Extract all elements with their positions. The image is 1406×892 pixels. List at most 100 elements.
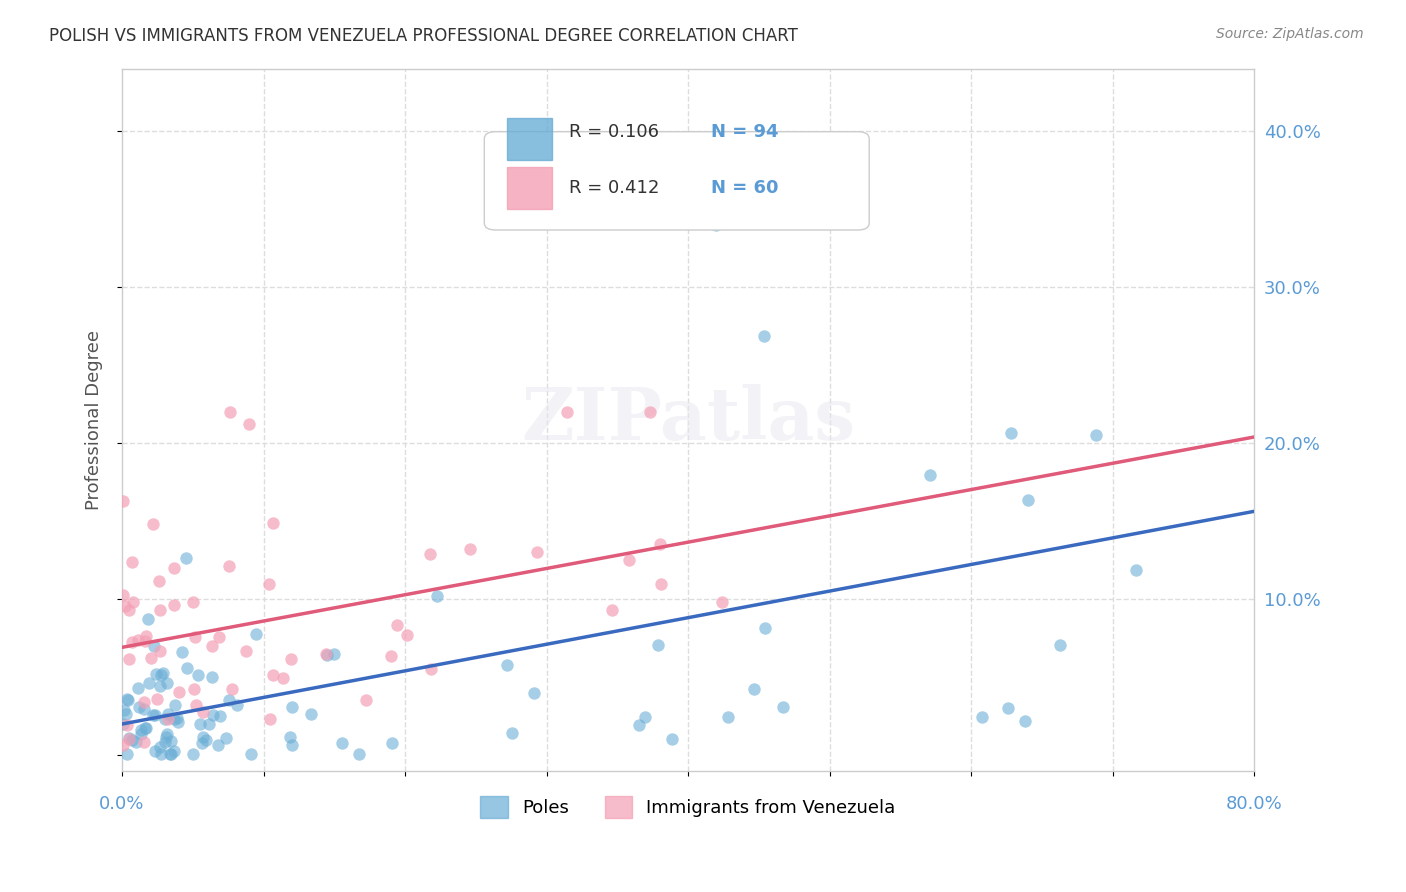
Bar [508,118,553,160]
Legend: Poles, Immigrants from Venezuela: Poles, Immigrants from Venezuela [474,789,903,825]
Poles [742,681,765,696]
Poles [125,735,148,749]
Poles [118,731,141,746]
Poles [523,686,546,700]
Immigrants from Venezuela [218,405,240,419]
Poles [149,679,172,693]
Immigrants from Venezuela [356,693,378,707]
Immigrants from Venezuela [259,712,281,726]
Poles [207,739,229,753]
Poles [627,718,650,732]
Poles [1084,428,1107,442]
Poles [218,692,240,706]
Immigrants from Venezuela [112,588,135,602]
Poles [201,670,224,684]
Immigrants from Venezuela [163,599,186,613]
Poles [281,738,304,752]
Poles [143,708,166,723]
Poles [280,700,302,714]
Poles [323,647,346,661]
Text: ZIPatlas: ZIPatlas [522,384,855,455]
Text: POLISH VS IMMIGRANTS FROM VENEZUELA PROFESSIONAL DEGREE CORRELATION CHART: POLISH VS IMMIGRANTS FROM VENEZUELA PROF… [49,27,799,45]
Poles [155,730,177,744]
Immigrants from Venezuela [149,603,172,617]
Y-axis label: Professional Degree: Professional Degree [86,330,103,509]
Immigrants from Venezuela [648,537,671,551]
Poles [134,721,156,735]
Immigrants from Venezuela [600,603,623,617]
Poles [117,747,139,761]
Text: R = 0.412: R = 0.412 [569,179,659,197]
Immigrants from Venezuela [122,595,145,609]
Immigrants from Venezuela [121,635,143,649]
Immigrants from Venezuela [163,561,186,575]
Poles [163,698,186,712]
Immigrants from Venezuela [380,649,402,664]
Poles [972,710,994,724]
Poles [112,716,135,731]
Poles [129,727,152,741]
Poles [121,733,143,747]
Poles [153,712,176,726]
Poles [201,708,224,723]
Poles [198,716,221,731]
Poles [347,747,370,761]
Immigrants from Venezuela [419,547,441,561]
Poles [214,731,236,746]
Immigrants from Venezuela [191,705,214,719]
Poles [187,668,209,682]
Text: 80.0%: 80.0% [1226,796,1282,814]
Immigrants from Venezuela [315,647,337,661]
Poles [159,747,181,761]
Immigrants from Venezuela [118,731,141,746]
Poles [661,731,683,746]
Poles [176,661,198,675]
Poles [115,692,138,706]
Immigrants from Venezuela [207,630,229,644]
Immigrants from Venezuela [235,644,257,658]
Poles [752,329,775,343]
Poles [634,710,657,724]
Poles [138,675,160,690]
Poles [330,735,353,749]
Poles [156,676,179,690]
Poles [127,681,149,695]
Bar [508,167,553,209]
Poles [193,730,215,744]
Poles [920,468,942,483]
Poles [143,744,166,758]
Poles [426,589,449,603]
Immigrants from Venezuela [115,717,138,731]
Immigrants from Venezuela [385,618,408,632]
Immigrants from Venezuela [221,682,243,697]
Immigrants from Venezuela [201,639,224,653]
Poles [129,723,152,737]
Poles [174,550,197,565]
Immigrants from Venezuela [148,574,170,588]
Poles [226,698,249,712]
Poles [1125,563,1147,577]
Poles [278,730,301,744]
Immigrants from Venezuela [146,692,169,706]
Immigrants from Venezuela [262,516,284,530]
Immigrants from Venezuela [395,628,418,642]
Poles [316,648,339,662]
Poles [156,706,179,721]
Poles [149,667,172,681]
Poles [717,710,740,724]
Poles [112,702,135,716]
Poles [163,712,186,726]
Poles [135,722,157,736]
Poles [143,639,166,653]
Immigrants from Venezuela [619,552,641,566]
Immigrants from Venezuela [167,685,190,699]
Immigrants from Venezuela [134,633,156,648]
Poles [153,735,176,749]
Immigrants from Venezuela [711,595,734,609]
Poles [496,657,519,672]
Poles [706,218,728,232]
Poles [997,700,1019,714]
Immigrants from Venezuela [218,559,240,574]
Immigrants from Venezuela [650,576,672,591]
Immigrants from Venezuela [114,599,136,614]
